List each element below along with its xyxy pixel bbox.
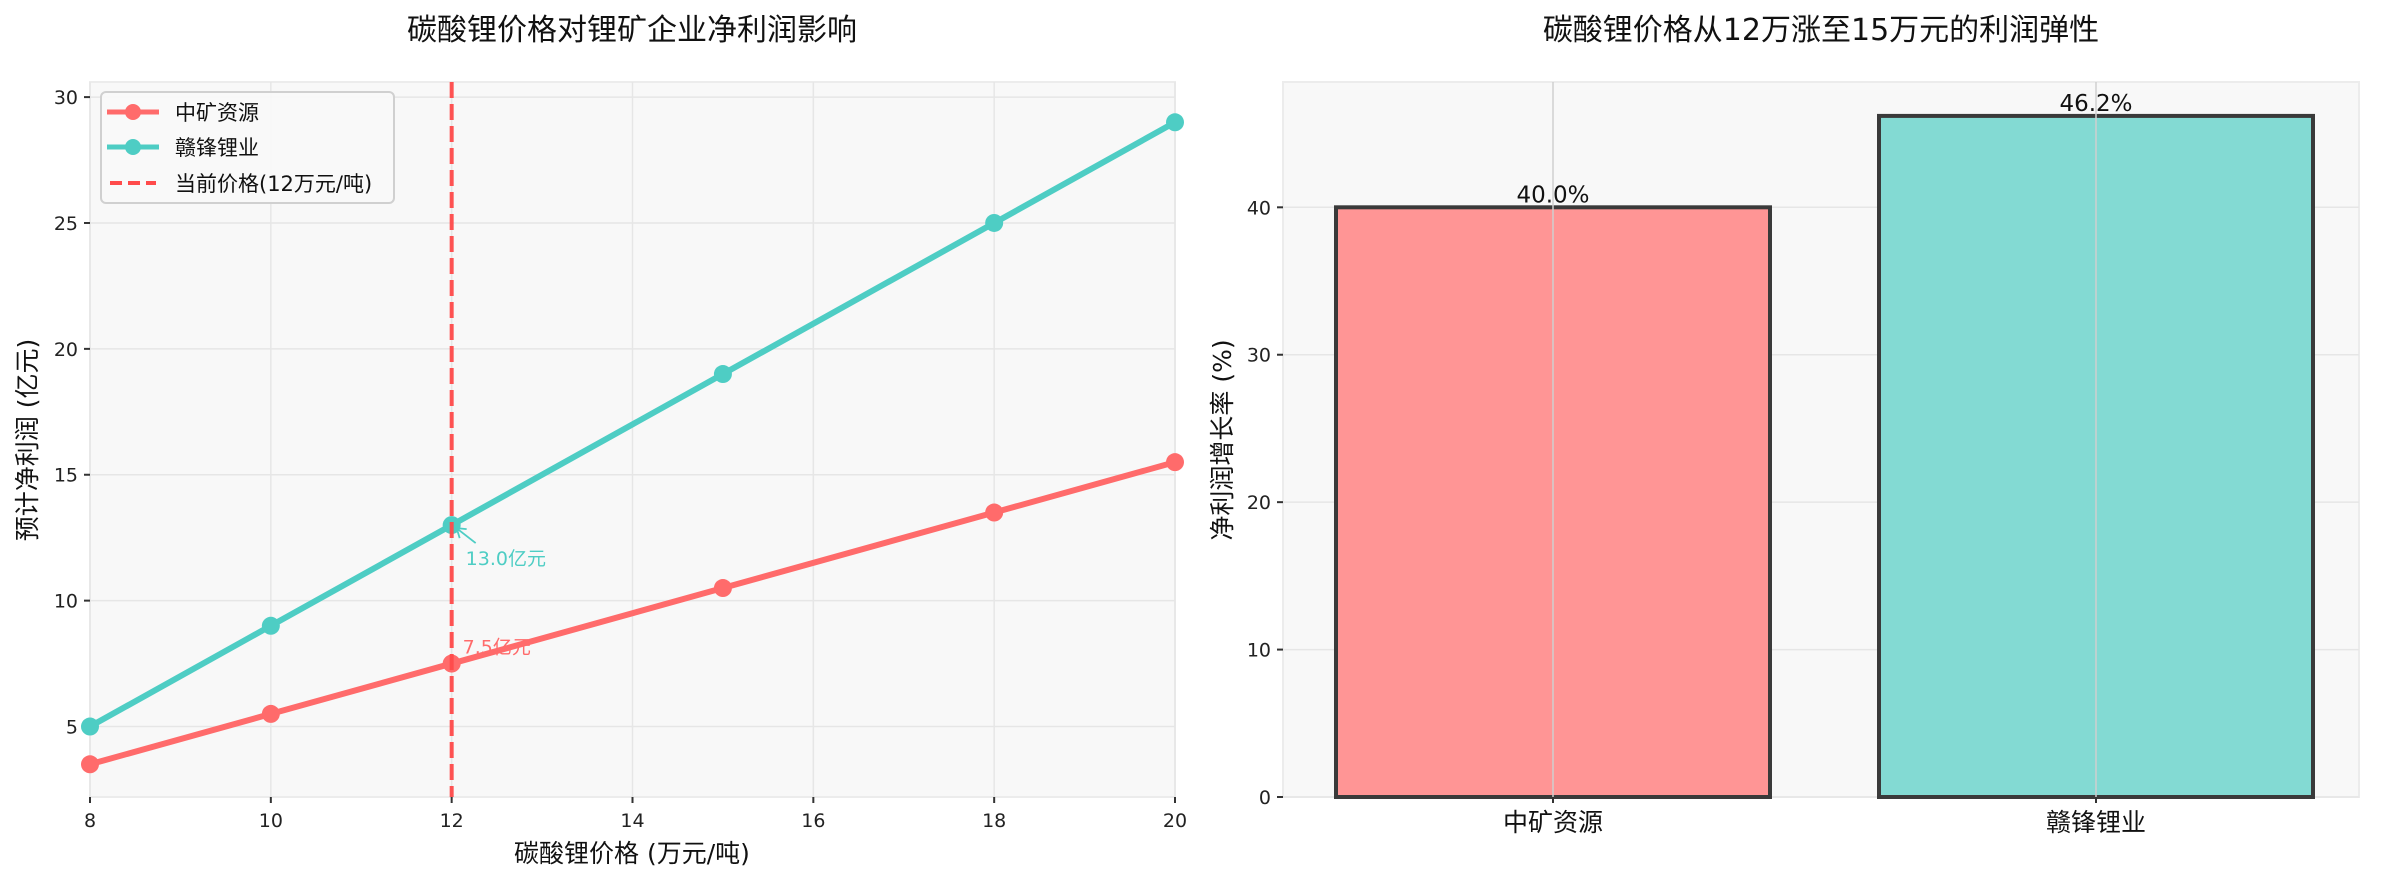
x-tick-label: 18	[982, 810, 1006, 832]
legend-item-current-price: 当前价格(12万元/吨)	[110, 172, 372, 196]
x-tick-label: 12	[440, 810, 464, 832]
y-tick-label: 10	[54, 591, 78, 613]
y-tick-label: 30	[54, 87, 78, 109]
x-tick-label: 16	[801, 810, 825, 832]
y-tick-label: 20	[1247, 492, 1271, 514]
line-chart-annotations: 7.5亿元 13.0亿元	[455, 527, 546, 659]
x-tick-label: 20	[1163, 810, 1187, 832]
data-point	[1166, 113, 1184, 132]
circle-marker-icon	[125, 104, 141, 120]
data-point	[713, 365, 732, 384]
circle-marker-icon	[125, 139, 141, 155]
x-tick-label: 14	[620, 810, 644, 832]
bar-chart-vertical-grid	[1552, 82, 2097, 797]
legend-box	[100, 91, 395, 204]
line-chart-x-ticks: 8 10 12 14 16 18 20	[84, 797, 1187, 832]
line-chart-series	[81, 113, 1184, 774]
y-tick-label: 40	[1247, 197, 1271, 219]
y-tick-label: 25	[54, 213, 78, 235]
legend-label: 中矿资源	[175, 101, 259, 125]
bar-chart-y-ticks: 0 10 20 30 40	[1247, 197, 1283, 809]
legend-item-zhongkuang: 中矿资源	[107, 101, 259, 125]
data-point	[985, 213, 1004, 232]
bar-chart-y-axis-label: 净利润增长率 (%)	[1208, 339, 1237, 540]
data-point	[81, 717, 99, 736]
series-zhongkuang	[81, 453, 1184, 774]
bar-chart-x-ticks: 中矿资源 赣锋锂业	[1503, 797, 2146, 837]
line-chart-y-ticks: 5 10 15 20 25 30	[54, 87, 90, 739]
data-point	[261, 616, 280, 635]
line-chart-title: 碳酸锂价格对锂矿企业净利润影响	[407, 13, 857, 48]
line-chart: 碳酸锂价格对锂矿企业净利润影响 8 10 12 14 16 18 20 5 10 15 20 25 3…	[13, 13, 1187, 868]
x-tick-label: 赣锋锂业	[2046, 808, 2146, 837]
data-point	[81, 755, 99, 774]
y-tick-label: 10	[1247, 640, 1271, 662]
x-tick-label: 8	[84, 810, 96, 832]
data-point	[261, 704, 280, 723]
legend-item-ganfeng: 赣锋锂业	[107, 136, 259, 160]
line-chart-y-axis-label: 预计净利润 (亿元)	[13, 339, 42, 541]
legend-label: 赣锋锂业	[175, 136, 259, 160]
y-tick-label: 0	[1259, 787, 1271, 809]
bar-chart-title: 碳酸锂价格从12万涨至15万元的利润弹性	[1543, 13, 2099, 48]
line-chart-x-axis-label: 碳酸锂价格 (万元/吨)	[514, 839, 750, 868]
annotation-label: 13.0亿元	[466, 548, 546, 570]
annotation-label: 7.5亿元	[463, 637, 531, 659]
y-tick-label: 15	[54, 465, 78, 487]
legend-label: 当前价格(12万元/吨)	[175, 172, 372, 196]
y-tick-label: 5	[66, 717, 78, 739]
legend: 中矿资源 赣锋锂业 当前价格(12万元/吨)	[100, 91, 395, 204]
y-tick-label: 20	[54, 339, 78, 361]
data-point	[985, 503, 1004, 522]
data-point	[713, 579, 732, 598]
x-tick-label: 中矿资源	[1503, 808, 1603, 837]
y-tick-label: 30	[1247, 345, 1271, 367]
data-point	[1166, 453, 1184, 472]
x-tick-label: 10	[259, 810, 283, 832]
